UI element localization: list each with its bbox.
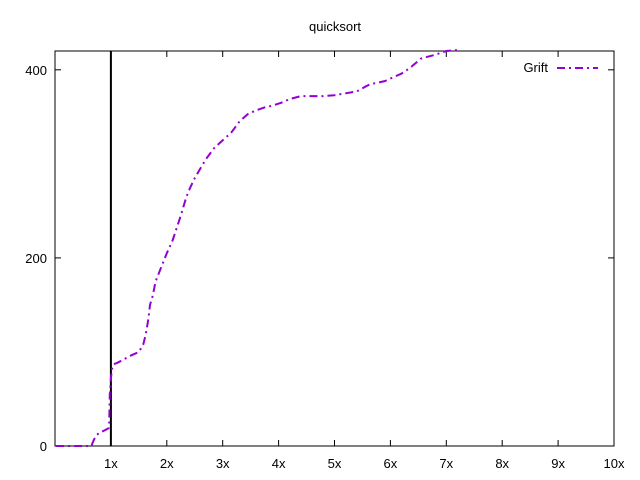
plot-border [54,50,615,447]
x-tick-label: 3x [216,456,230,471]
ticks: 1x 2x 3x 4x 5x 6x 7x 8x 9x 10x 0 200 400 [25,51,625,471]
x-tick-label: 2x [160,456,174,471]
x-tick-label: 10x [604,456,625,471]
y-tick-label: 200 [25,251,47,266]
x-tick-label: 5x [328,456,342,471]
x-tick-label: 4x [272,456,286,471]
x-tick-label: 6x [384,456,398,471]
series-line-grift [56,49,458,447]
y-tick-label: 400 [25,63,47,78]
y-tick-label: 0 [40,439,47,454]
series-layer [56,49,458,447]
x-tick-label: 9x [551,456,565,471]
axes [54,50,615,447]
x-tick-label: 7x [439,456,453,471]
x-tick-label: 1x [104,456,118,471]
chart-title: quicksort [309,19,361,34]
legend-label: Grift [523,60,548,75]
x-tick-label: 8x [495,456,509,471]
legend: Grift [523,60,598,75]
